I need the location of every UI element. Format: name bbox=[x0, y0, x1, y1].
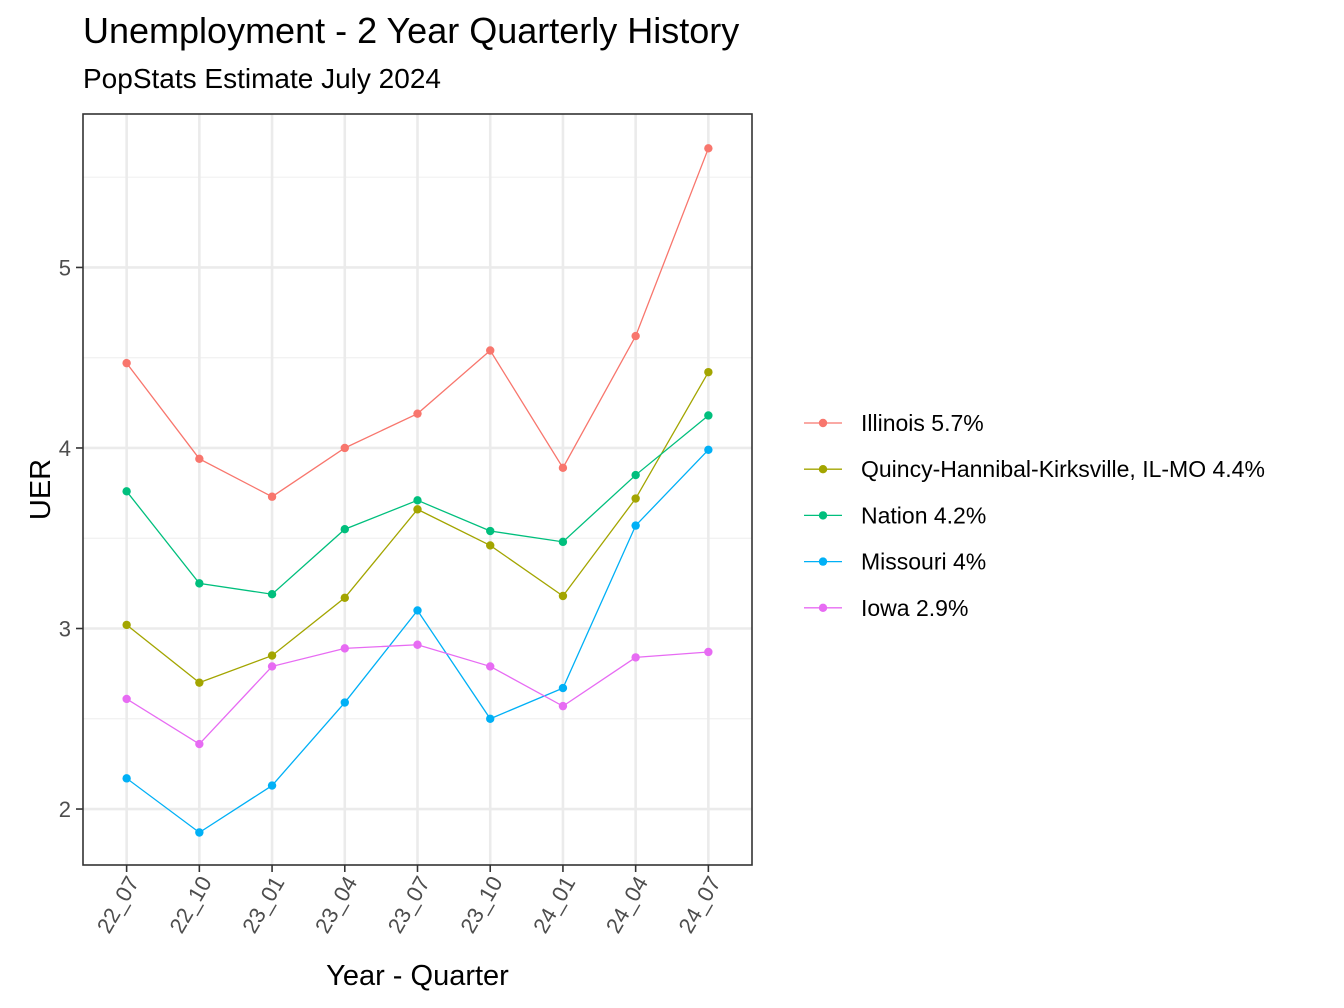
data-point bbox=[340, 644, 349, 653]
data-point bbox=[486, 714, 495, 723]
x-tick-label: 24_01 bbox=[528, 872, 580, 937]
data-point bbox=[631, 653, 640, 662]
data-point bbox=[558, 683, 568, 693]
x-tick-label: 22_07 bbox=[92, 872, 144, 937]
data-point bbox=[340, 443, 349, 453]
chart-subtitle: PopStats Estimate July 2024 bbox=[83, 63, 441, 94]
data-point bbox=[122, 774, 131, 783]
data-point bbox=[704, 367, 713, 377]
data-point bbox=[631, 331, 640, 341]
legend-label: Illinois 5.7% bbox=[861, 410, 984, 436]
x-tick-label: 23_04 bbox=[310, 872, 362, 937]
data-point bbox=[413, 505, 422, 514]
data-point bbox=[558, 701, 568, 711]
data-point bbox=[631, 521, 640, 530]
series-1 bbox=[122, 367, 713, 687]
legend-item: Missouri 4% bbox=[804, 549, 986, 575]
data-point bbox=[704, 647, 713, 657]
series-4 bbox=[122, 640, 713, 749]
chart-title: Unemployment - 2 Year Quarterly History bbox=[83, 10, 740, 51]
x-tick-label: 24_07 bbox=[673, 872, 725, 937]
data-point bbox=[195, 739, 204, 749]
data-point bbox=[340, 593, 349, 603]
data-point bbox=[631, 494, 640, 503]
legend-key-point bbox=[818, 511, 828, 520]
legend-key-point bbox=[818, 603, 828, 612]
y-tick-label: 2 bbox=[59, 797, 71, 822]
data-point bbox=[267, 781, 277, 790]
series-layer bbox=[122, 144, 713, 837]
data-point bbox=[486, 526, 495, 536]
data-point bbox=[704, 445, 713, 454]
data-point bbox=[413, 640, 422, 649]
data-point bbox=[704, 144, 713, 153]
x-tick-label: 24_04 bbox=[601, 872, 653, 937]
data-point bbox=[195, 579, 204, 588]
data-point bbox=[267, 492, 277, 501]
data-point bbox=[704, 411, 713, 420]
data-point bbox=[340, 525, 349, 534]
legend-label: Quincy-Hannibal-Kirksville, IL-MO 4.4% bbox=[861, 456, 1265, 482]
legend-label: Missouri 4% bbox=[861, 549, 986, 575]
y-axis-title: UER bbox=[25, 459, 57, 520]
x-tick-label: 23_10 bbox=[455, 872, 507, 937]
data-point bbox=[340, 698, 349, 707]
x-tick-label: 22_10 bbox=[164, 872, 216, 937]
data-point bbox=[267, 662, 277, 671]
data-point bbox=[631, 470, 640, 480]
x-tick-label: 23_01 bbox=[237, 872, 289, 937]
series-3 bbox=[122, 445, 713, 837]
data-point bbox=[486, 346, 495, 355]
data-point bbox=[267, 651, 277, 660]
legend-key-point bbox=[818, 557, 828, 566]
legend-label: Iowa 2.9% bbox=[861, 595, 968, 621]
y-axis: 2 3 4 5 bbox=[59, 255, 83, 822]
y-tick-label: 3 bbox=[59, 617, 71, 642]
data-point bbox=[486, 541, 495, 550]
data-point bbox=[122, 487, 131, 496]
legend-item: Iowa 2.9% bbox=[804, 595, 968, 621]
data-point bbox=[195, 828, 204, 837]
data-point bbox=[558, 463, 568, 473]
data-point bbox=[122, 694, 131, 704]
data-point bbox=[122, 620, 131, 630]
legend-item: Quincy-Hannibal-Kirksville, IL-MO 4.4% bbox=[804, 456, 1265, 482]
x-axis: 22_07 22_10 23_01 23_04 23_07 23_10 24_01 24_04… bbox=[92, 865, 726, 937]
legend-key-point bbox=[818, 418, 828, 428]
data-point bbox=[558, 537, 568, 547]
legend-label: Nation 4.2% bbox=[861, 502, 986, 528]
series-0 bbox=[122, 144, 713, 501]
y-tick-label: 4 bbox=[59, 436, 71, 461]
data-point bbox=[558, 591, 568, 601]
series-2 bbox=[122, 411, 713, 599]
data-point bbox=[486, 662, 495, 671]
y-tick-label: 5 bbox=[59, 255, 71, 280]
legend-item: Illinois 5.7% bbox=[804, 410, 984, 436]
x-axis-title: Year - Quarter bbox=[326, 960, 509, 992]
data-point bbox=[413, 496, 422, 505]
data-point bbox=[267, 590, 277, 599]
x-tick-label: 23_07 bbox=[383, 872, 435, 937]
data-point bbox=[413, 606, 422, 615]
data-point bbox=[195, 454, 204, 464]
legend-item: Nation 4.2% bbox=[804, 502, 986, 528]
data-point bbox=[195, 678, 204, 687]
legend: Illinois 5.7% Quincy-Hannibal-Kirksville,… bbox=[804, 410, 1265, 621]
legend-key-point bbox=[818, 465, 828, 474]
data-point bbox=[413, 409, 422, 418]
data-point bbox=[122, 358, 131, 368]
